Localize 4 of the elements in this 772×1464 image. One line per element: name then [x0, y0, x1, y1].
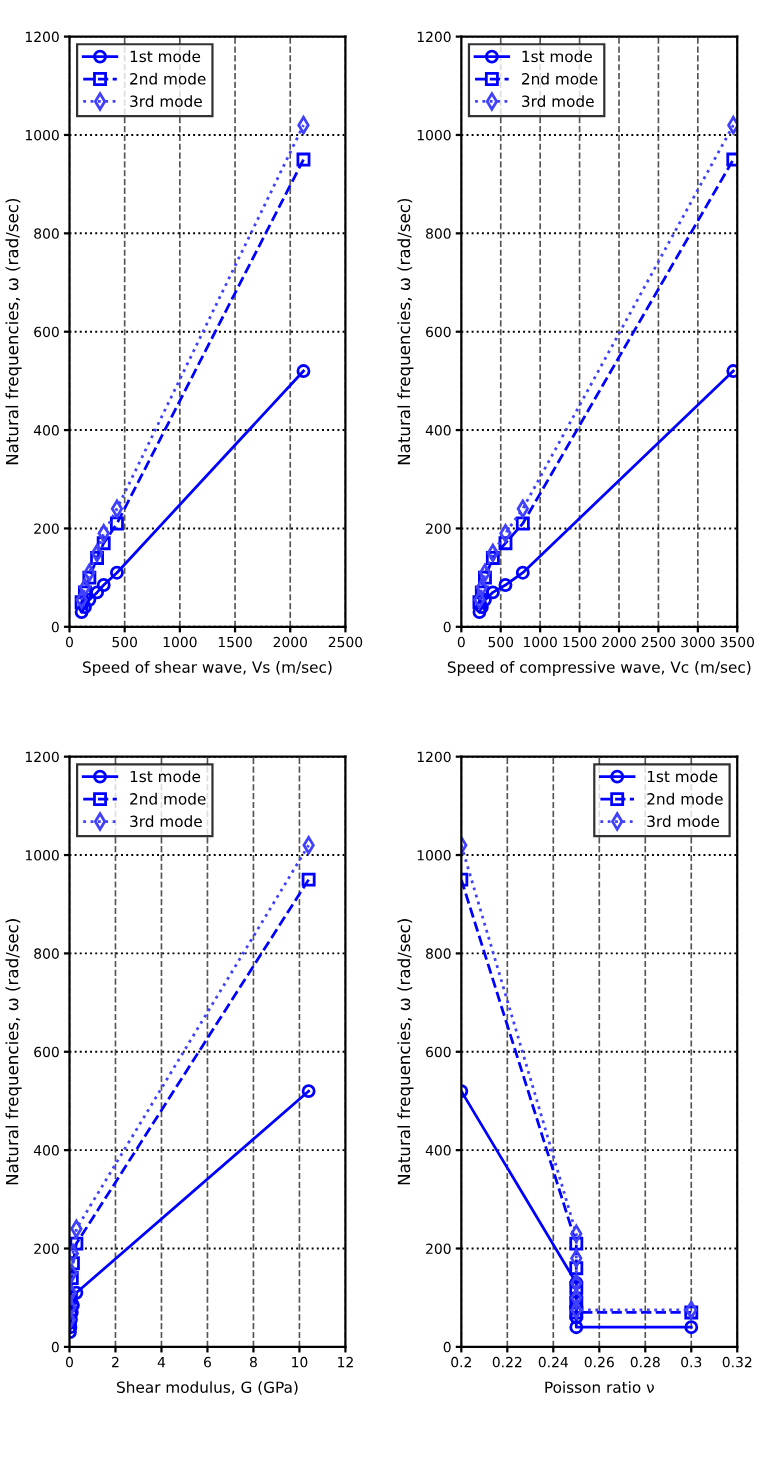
y-axis-title: Natural frequencies, ω (rad/sec) [397, 919, 414, 1185]
y-axis-title: Natural frequencies, ω (rad/sec) [5, 199, 22, 465]
y-axis-title: Natural frequencies, ω (rad/sec) [397, 199, 414, 465]
y-axis-title: Natural frequencies, ω (rad/sec) [5, 919, 22, 1185]
